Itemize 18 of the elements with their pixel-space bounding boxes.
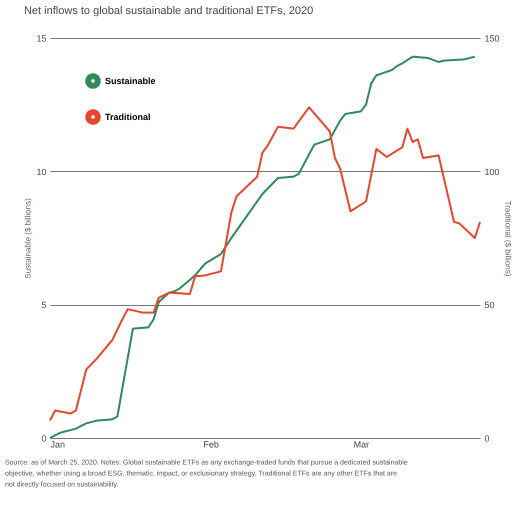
y2-tick-label: 50: [484, 300, 495, 310]
y-tick-label: 15: [36, 34, 46, 44]
y-tick-label: 5: [41, 300, 46, 310]
y-axis-title: Sustainable ($ billions): [23, 198, 32, 279]
y-tick-label: 0: [41, 434, 46, 444]
legend-label: Traditional: [105, 112, 151, 122]
x-tick-label: Mar: [354, 440, 370, 450]
y2-tick-label: 150: [484, 34, 500, 44]
y2-axis-title: Traditional ($ billions): [504, 200, 513, 277]
x-tick-label: Jan: [50, 440, 66, 450]
legend-label: Sustainable: [105, 76, 156, 86]
chart-title: Net inflows to global sustainable and traditional ETFs, 2020: [24, 5, 314, 17]
x-tick-label: Feb: [203, 440, 219, 450]
line-series: [49, 56, 476, 439]
y-tick-label: 10: [36, 166, 46, 177]
y2-tick-label: 100: [484, 166, 500, 177]
y2-tick-label: 0: [484, 434, 490, 444]
line-series: [49, 106, 481, 422]
